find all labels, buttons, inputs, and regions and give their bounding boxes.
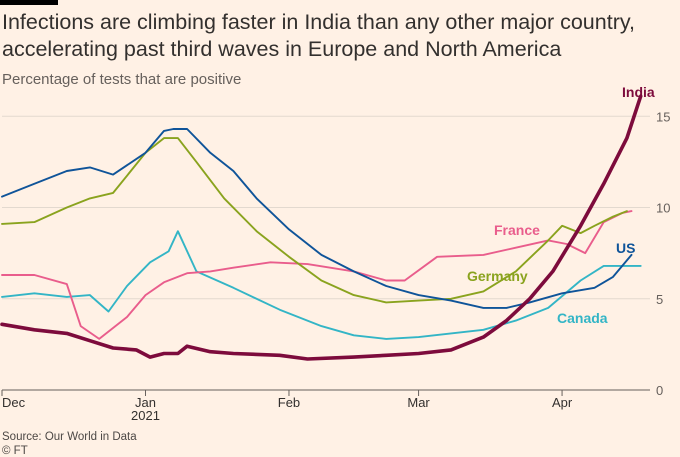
y-tick-label: 15: [656, 109, 670, 124]
chart-subtitle: Percentage of tests that are positive: [2, 71, 242, 88]
x-tick-label: Dec: [2, 395, 26, 410]
chart-title: Infections are climbing faster in India …: [2, 10, 635, 61]
x-tick-label: Mar: [407, 395, 430, 410]
y-tick-label: 5: [656, 292, 663, 307]
credit-note: © FT: [2, 445, 28, 457]
series-line-canada: [1, 230, 642, 340]
x-tick-label: Jan: [135, 395, 156, 410]
series-line-us: [1, 128, 633, 309]
series-line-india: [0, 94, 643, 361]
x-tick-sublabel: 2021: [131, 408, 160, 423]
y-tick-label: 0: [656, 383, 663, 398]
series-label-india: India: [622, 84, 655, 100]
x-tick-label: Feb: [278, 395, 300, 410]
source-note: Source: Our World in Data: [2, 431, 137, 443]
y-tick-label: 10: [656, 201, 670, 216]
series-lines: [0, 94, 643, 361]
series-label-france: France: [494, 222, 540, 238]
series-line-france: [1, 210, 633, 340]
series-line-germany: [1, 137, 628, 304]
x-tick-label: Apr: [552, 395, 573, 410]
ft-top-bar: [0, 0, 58, 5]
series-labels: India US France Germany Canada: [467, 84, 655, 326]
series-label-us: US: [616, 240, 635, 256]
series-label-canada: Canada: [557, 310, 608, 326]
series-label-germany: Germany: [467, 268, 528, 284]
